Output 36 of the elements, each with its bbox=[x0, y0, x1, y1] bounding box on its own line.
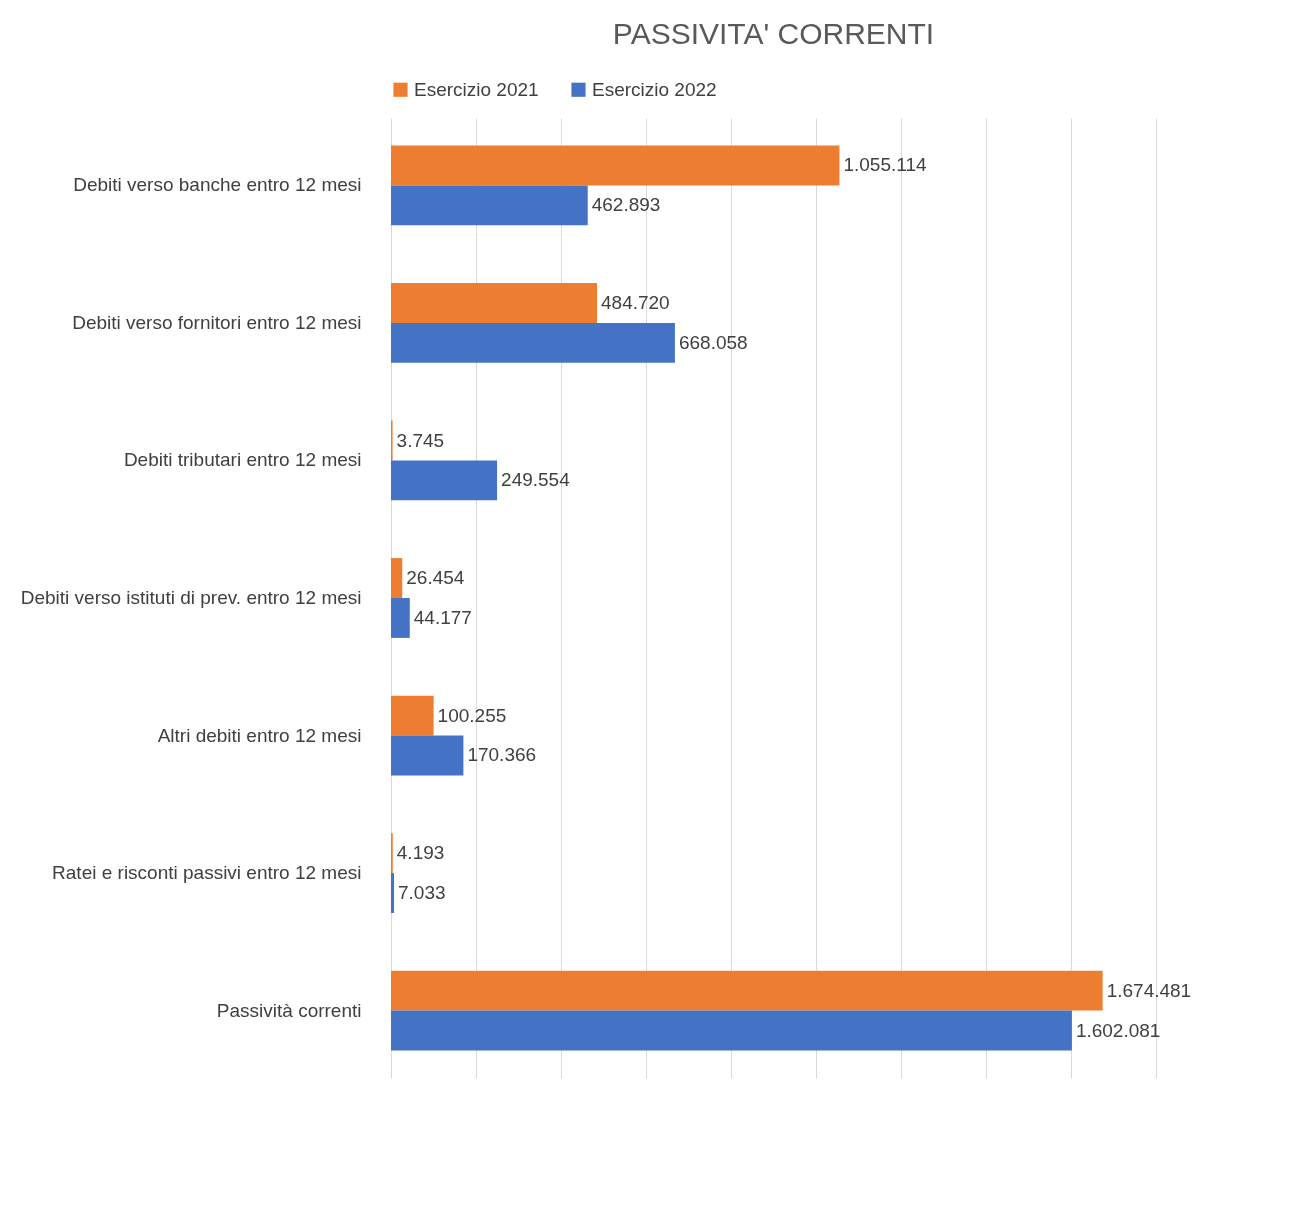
data-label: 484.720 bbox=[601, 291, 670, 313]
legend-label: Esercizio 2022 bbox=[592, 78, 717, 100]
y-tick-label: Ratei e risconti passivi entro 12 mesi bbox=[52, 862, 362, 884]
y-tick-label: Passività correnti bbox=[216, 999, 362, 1021]
data-label: 44.177 bbox=[413, 606, 472, 628]
data-label: 249.554 bbox=[501, 469, 571, 491]
y-tick-label: Altri debiti entro 12 mesi bbox=[157, 724, 362, 746]
y-tick-label: Debiti verso fornitori entro 12 mesi bbox=[72, 311, 362, 333]
data-label: 1.674.481 bbox=[1106, 979, 1192, 1001]
bar bbox=[391, 322, 675, 363]
bar bbox=[391, 735, 464, 776]
bar bbox=[391, 695, 434, 736]
y-tick-label: Debiti verso banche entro 12 mesi bbox=[73, 174, 362, 196]
bar bbox=[391, 185, 588, 226]
chart-title: PASSIVITA' CORRENTI bbox=[612, 17, 935, 50]
data-label: 170.366 bbox=[467, 744, 537, 766]
data-label: 1.055.114 bbox=[843, 154, 927, 176]
data-label: 462.893 bbox=[591, 194, 661, 216]
data-label: 100.255 bbox=[437, 704, 507, 726]
bar bbox=[391, 145, 840, 186]
bar bbox=[391, 873, 394, 913]
y-tick-label: Debiti tributari entro 12 mesi bbox=[123, 449, 362, 471]
data-label: 668.058 bbox=[678, 331, 748, 353]
bar bbox=[391, 558, 403, 598]
bar bbox=[391, 970, 1103, 1011]
data-label: 7.033 bbox=[397, 882, 446, 904]
data-label: 1.602.081 bbox=[1075, 1019, 1161, 1041]
legend-label: Esercizio 2021 bbox=[414, 78, 539, 100]
y-tick-label: Debiti verso istituti di prev. entro 12 mesi bbox=[20, 587, 362, 608]
data-label: 4.193 bbox=[396, 842, 445, 864]
bar bbox=[391, 283, 598, 323]
bar bbox=[391, 598, 410, 638]
bar bbox=[391, 460, 498, 501]
bar bbox=[391, 1010, 1072, 1051]
data-label: 3.745 bbox=[396, 429, 445, 451]
data-label: 26.454 bbox=[406, 567, 465, 589]
